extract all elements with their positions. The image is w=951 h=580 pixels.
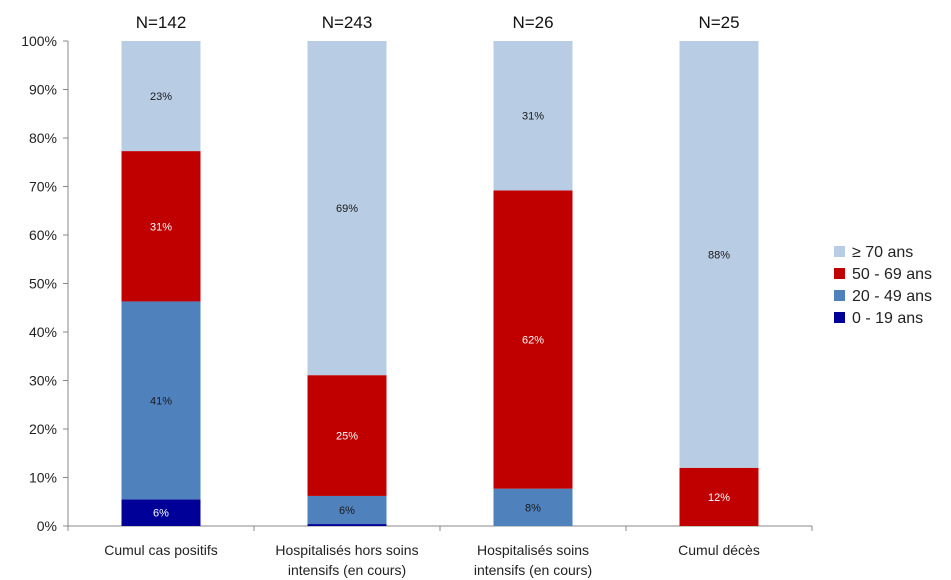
n-label: N=26 <box>512 13 553 32</box>
legend-label: 0 - 19 ans <box>852 310 923 327</box>
data-label: 31% <box>522 111 544 123</box>
y-tick-label: 100% <box>21 33 57 49</box>
n-label: N=243 <box>322 13 373 32</box>
data-label: 62% <box>522 335 544 347</box>
n-label: N=25 <box>698 13 739 32</box>
y-tick-label: 90% <box>29 82 57 98</box>
y-tick-label: 0% <box>37 518 57 534</box>
legend-swatch <box>834 268 845 279</box>
y-tick-label: 30% <box>29 373 57 389</box>
y-tick-label: 40% <box>29 324 57 340</box>
data-label: 8% <box>525 502 541 514</box>
data-label: 88% <box>708 249 730 261</box>
y-tick-label: 10% <box>29 470 57 486</box>
category-label: Hospitalisés hors soins <box>275 542 418 558</box>
legend-swatch <box>834 290 845 301</box>
y-tick-label: 80% <box>29 130 57 146</box>
category-label: Hospitalisés soins <box>477 542 589 558</box>
legend-swatch <box>834 312 845 323</box>
bars <box>122 41 759 526</box>
legend-swatch <box>834 246 845 257</box>
data-label: 6% <box>339 505 355 517</box>
data-label: 41% <box>150 395 172 407</box>
legend-label: ≥ 70 ans <box>852 244 913 261</box>
category-label: Cumul cas positifs <box>104 542 218 558</box>
labels: 6% 41% 31% 23% N=142 Cumul cas positifs 6% 25% 6… <box>104 13 760 578</box>
category-label: Cumul décès <box>678 542 760 558</box>
data-label: 6% <box>153 508 169 520</box>
data-label: 31% <box>150 221 172 233</box>
y-tick-label: 50% <box>29 276 57 292</box>
category-label: intensifs (en cours) <box>474 562 592 578</box>
data-label: 69% <box>336 203 358 215</box>
category-label: intensifs (en cours) <box>288 562 406 578</box>
y-tick-label: 60% <box>29 227 57 243</box>
data-label: 12% <box>708 492 730 504</box>
legend-label: 20 - 49 ans <box>852 288 932 305</box>
legend: ≥ 70 ans 50 - 69 ans 20 - 49 ans 0 - 19 ans <box>834 244 932 327</box>
n-label: N=142 <box>136 13 187 32</box>
y-tick-label: 70% <box>29 179 57 195</box>
y-tick-label: 20% <box>29 421 57 437</box>
legend-label: 50 - 69 ans <box>852 266 932 283</box>
bar-segment <box>308 524 387 526</box>
data-label: 23% <box>150 91 172 103</box>
data-label: 25% <box>336 431 358 443</box>
